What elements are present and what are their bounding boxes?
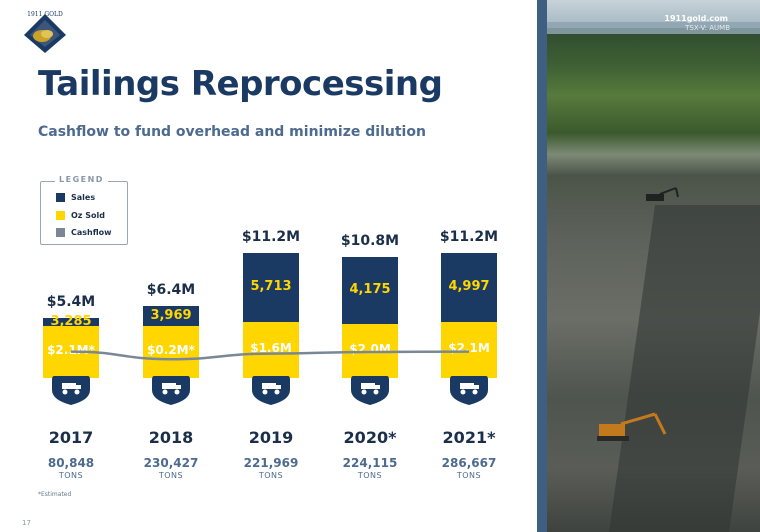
year-label: 2020* xyxy=(343,428,397,447)
cashflow-line-layer xyxy=(70,350,470,361)
bar-chart: $5.4M 3,285 $2.1M* 2017 80,848 TONS $6.4M 3,969… xyxy=(43,228,499,480)
bar-oz-sold xyxy=(243,321,299,378)
svg-text:1911 GOLD: 1911 GOLD xyxy=(27,11,63,18)
legend-item-sales: Sales xyxy=(56,191,95,203)
bar-sales xyxy=(441,252,497,322)
legend-swatch-oz-sold xyxy=(56,210,65,220)
oz-sold-label: 3,285 xyxy=(50,313,92,329)
tons-unit: TONS xyxy=(158,471,184,480)
legend-item-oz-sold: Oz Sold xyxy=(56,209,105,221)
sales-total-label: $10.8M xyxy=(340,233,400,250)
cashflow-label: $0.2M* xyxy=(147,343,195,357)
legend-label-cashflow: Cashflow xyxy=(71,227,112,237)
haul-truck-icon xyxy=(250,374,292,406)
legend-swatch-cashflow xyxy=(56,227,65,237)
tons-value: 221,969 xyxy=(243,456,299,470)
oz-sold-label: 5,713 xyxy=(250,279,292,295)
cashflow-label: $2.1M* xyxy=(47,343,95,357)
bar-sales xyxy=(342,257,398,324)
footnote: *Estimated xyxy=(38,491,72,498)
photo-tailings-pond xyxy=(609,205,760,532)
tons-value: 286,667 xyxy=(441,456,497,470)
year-label: 2018 xyxy=(148,428,194,447)
oz-sold-label: 4,175 xyxy=(349,282,391,298)
tons-value: 230,427 xyxy=(143,456,199,470)
tons-value: 80,848 xyxy=(47,456,95,470)
tons-value: 224,115 xyxy=(342,456,398,470)
year-label: 2017 xyxy=(48,428,94,447)
cashflow-label: $1.6M xyxy=(250,340,292,355)
legend-label-oz-sold: Oz Sold xyxy=(71,210,105,220)
legend-title: LEGEND xyxy=(55,175,108,184)
legend-swatch-sales xyxy=(56,192,65,202)
tons-unit: TONS xyxy=(58,471,84,480)
bar-oz-sold xyxy=(441,321,497,378)
haul-truck-icon xyxy=(448,374,490,406)
sales-total-label: $6.4M xyxy=(146,282,196,299)
tons-unit: TONS xyxy=(456,471,482,480)
ticker-label: TSX-V: AUMB xyxy=(685,24,730,32)
haul-truck-icon xyxy=(50,374,92,406)
tons-unit: TONS xyxy=(258,471,284,480)
cashflow-line xyxy=(70,350,470,361)
excavator-icon xyxy=(646,187,679,201)
page-title: Tailings Reprocessing xyxy=(38,64,443,104)
bar-sales xyxy=(43,317,99,326)
bar-oz-sold xyxy=(143,326,199,378)
year-label: 2021* xyxy=(442,428,496,447)
tons-unit: TONS xyxy=(357,471,383,480)
legend-label-sales: Sales xyxy=(71,192,96,202)
photo-lake xyxy=(547,22,760,34)
year-label: 2019 xyxy=(248,428,294,447)
company-logo: 1911 GOLD xyxy=(20,8,70,54)
sales-total-label: $11.2M xyxy=(439,228,499,245)
chart-legend: LEGEND Sales Oz Sold Cashflow xyxy=(40,175,128,245)
oz-sold-label: 4,997 xyxy=(448,279,490,295)
page-number: 17 xyxy=(22,519,31,527)
page-subtitle: Cashflow to fund overhead and minimize d… xyxy=(38,124,426,140)
oz-sold-label: 3,969 xyxy=(150,308,192,324)
bar-sales xyxy=(143,306,199,326)
legend-item-cashflow: Cashflow xyxy=(56,226,112,238)
sales-total-label: $5.4M xyxy=(46,293,96,310)
excavator-icon xyxy=(597,412,667,441)
haul-truck-icon xyxy=(150,374,192,406)
tailings-site-photo: 1911gold.com TSX-V: AUMB xyxy=(547,0,760,532)
website-label: 1911gold.com xyxy=(664,14,728,23)
photo-divider xyxy=(537,0,547,532)
bar-sales xyxy=(243,252,299,322)
sales-total-label: $11.2M xyxy=(241,228,301,245)
haul-truck-icon xyxy=(349,374,391,406)
